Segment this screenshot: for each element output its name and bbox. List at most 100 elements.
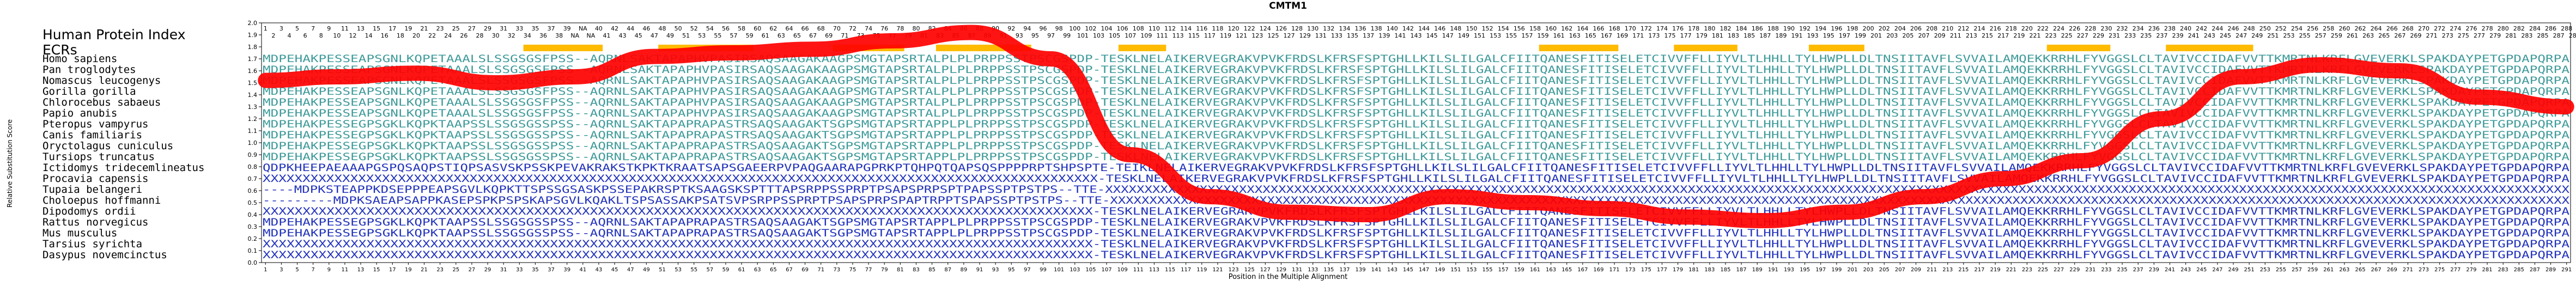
ecr-bar <box>1118 45 1167 51</box>
hpi-number: 157 <box>1521 32 1533 39</box>
hpi-number: 216 <box>1990 25 2001 32</box>
hpi-number: 270 <box>2418 25 2429 32</box>
hpi-number: 180 <box>1704 25 1715 32</box>
hpi-number: 4 <box>287 32 291 39</box>
hpi-number: 51 <box>682 32 690 39</box>
species-name: Homo sapiens <box>42 53 117 65</box>
hpi-number: 283 <box>2521 32 2532 39</box>
hpi-number: 249 <box>2251 32 2263 39</box>
hpi-number: 207 <box>1918 32 1930 39</box>
x-tick-label: 185 <box>1720 267 1730 273</box>
x-tick-label: 145 <box>1403 267 1413 273</box>
x-tick-label: 125 <box>1244 267 1255 273</box>
hpi-number: 125 <box>1267 32 1279 39</box>
hpi-number: 200 <box>1863 25 1874 32</box>
hpi-number: 151 <box>1474 32 1485 39</box>
x-tick-label: 159 <box>1514 267 1524 273</box>
x-tick-label: 37 <box>548 267 555 273</box>
x-tick-label: 51 <box>659 267 666 273</box>
x-tick-label: 227 <box>2053 267 2064 273</box>
hpi-label: Human Protein Index <box>42 27 186 42</box>
hpi-number: 175 <box>1664 32 1676 39</box>
x-tick-label: 269 <box>2387 267 2397 273</box>
sequence-row: MDPEHAKPESSEAPSGNLKQPETAAALSLSSGSGSFPSS-… <box>263 75 2570 87</box>
y-tick-label: 0.1 <box>248 247 258 254</box>
x-tick-label: 203 <box>1863 267 1874 273</box>
hpi-number: 234 <box>2133 25 2144 32</box>
x-tick-label: 207 <box>1895 267 1905 273</box>
hpi-number: 111 <box>1156 32 1168 39</box>
hpi-number: 237 <box>2156 32 2167 39</box>
hpi-number: 161 <box>1553 32 1565 39</box>
x-tick-label: 213 <box>1942 267 1953 273</box>
x-tick-label: 265 <box>2355 267 2366 273</box>
x-tick-label: 41 <box>579 267 586 273</box>
hpi-number: 153 <box>1490 32 1501 39</box>
hpi-number: 10 <box>333 32 341 39</box>
x-tick-label: 53 <box>675 267 682 273</box>
x-tick-label: 67 <box>786 267 793 273</box>
hpi-number: 206 <box>1910 25 1922 32</box>
hpi-number: 211 <box>1950 32 1961 39</box>
x-tick-label: 35 <box>532 267 539 273</box>
sequence-row: MDPEHAKPESSEAPSGNLKQPETAAALSLSSGSGSFPSS-… <box>263 107 2570 119</box>
hpi-number: 35 <box>531 25 539 32</box>
x-tick-label: 13 <box>357 267 364 273</box>
hpi-number: 59 <box>746 32 754 39</box>
hpi-number: 269 <box>2410 32 2422 39</box>
hpi-number: 117 <box>1204 32 1216 39</box>
hpi-number: 233 <box>2124 32 2136 39</box>
hpi-number: 131 <box>1315 32 1327 39</box>
x-tick-label: 161 <box>1530 267 1540 273</box>
hpi-number: 99 <box>1063 32 1071 39</box>
hpi-number: 21 <box>421 25 428 32</box>
x-tick-label: 79 <box>881 267 888 273</box>
sequence-row: XXXXXXXXXXXXXXXXXXXXXXXXXXXXXXXXXXXXXXXX… <box>263 173 2570 185</box>
ecr-bar <box>1674 45 1737 51</box>
x-tick-label: 173 <box>1625 267 1636 273</box>
hpi-number: 9 <box>327 25 331 32</box>
hpi-number: 76 <box>880 25 888 32</box>
hpi-number: 275 <box>2458 32 2469 39</box>
hpi-number: 143 <box>1411 32 1422 39</box>
hpi-number: 66 <box>801 25 809 32</box>
x-tick-label: 3 <box>280 267 283 273</box>
hpi-number: 220 <box>2021 25 2033 32</box>
x-tick-label: 47 <box>627 267 634 273</box>
x-tick-label: 243 <box>2180 267 2191 273</box>
hpi-number: 13 <box>357 25 364 32</box>
species-name: Choloepus hoffmanni <box>42 194 161 206</box>
y-tick-label: 1.0 <box>248 139 258 147</box>
hpi-number: 44 <box>627 25 634 32</box>
hpi-number: 199 <box>1855 32 1866 39</box>
hpi-number: 61 <box>762 32 769 39</box>
x-tick-label: 19 <box>405 267 412 273</box>
x-tick-label: 123 <box>1228 267 1238 273</box>
hpi-number: 140 <box>1387 25 1398 32</box>
sequence-row: XXXXXXXXXXXXXXXXXXXXXXXXXXXXXXXXXXXXXXXX… <box>263 238 2570 250</box>
hpi-number: 1 <box>264 25 268 32</box>
hpi-number: 247 <box>2235 32 2247 39</box>
ecr-bar <box>2046 45 2111 51</box>
x-tick-label: 75 <box>849 267 856 273</box>
hpi-number: 28 <box>476 32 483 39</box>
hpi-number: 114 <box>1180 25 1192 32</box>
hpi-number: 183 <box>1728 32 1739 39</box>
x-tick-label: 57 <box>706 267 713 273</box>
hpi-number: 100 <box>1069 25 1080 32</box>
hpi-number: 150 <box>1466 25 1477 32</box>
x-tick-label: 15 <box>373 267 380 273</box>
x-tick-label: 221 <box>2006 267 2016 273</box>
hpi-number: 95 <box>1031 32 1039 39</box>
x-tick-label: 151 <box>1450 267 1461 273</box>
x-tick-label: 93 <box>992 267 999 273</box>
hpi-number: 141 <box>1394 32 1406 39</box>
hpi-number: 196 <box>1831 25 1842 32</box>
species-name: Papio anubis <box>42 107 117 119</box>
hpi-number: 174 <box>1656 25 1668 32</box>
hpi-number: 8 <box>319 32 323 39</box>
hpi-number: 266 <box>2386 25 2398 32</box>
hpi-number: 258 <box>2323 25 2334 32</box>
hpi-number: 155 <box>1505 32 1517 39</box>
